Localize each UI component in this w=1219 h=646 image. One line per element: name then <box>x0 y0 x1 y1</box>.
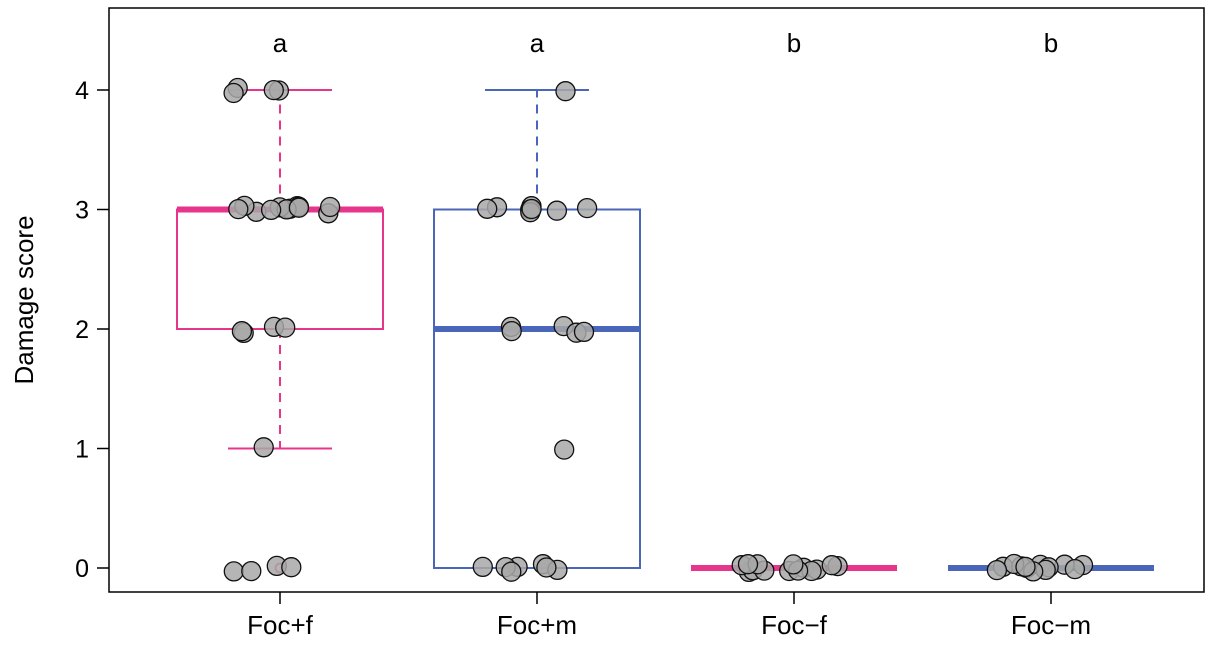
data-point <box>501 561 522 582</box>
x-tick-label: Foc+m <box>497 610 577 640</box>
box-body <box>433 208 641 569</box>
data-point <box>521 198 542 220</box>
data-point <box>986 559 1008 581</box>
data-points <box>731 554 848 583</box>
y-tick-label: 2 <box>75 316 89 344</box>
data-point <box>576 197 598 219</box>
data-point <box>783 554 804 575</box>
data-point <box>223 561 244 582</box>
data-point <box>555 81 576 102</box>
axis-layer: 0 1 2 3 4 Foc+f Foc+m Foc−f Foc−m <box>75 77 1091 640</box>
significance-letter: b <box>787 28 801 58</box>
box-layer <box>176 89 1154 574</box>
data-point <box>263 79 284 101</box>
data-point <box>241 560 262 582</box>
data-point <box>546 200 568 221</box>
data-point <box>228 198 249 220</box>
data-point <box>288 197 310 218</box>
data-point <box>536 557 557 578</box>
data-point <box>260 199 282 221</box>
plot-frame <box>108 7 1205 593</box>
significance-letter: a <box>273 28 288 58</box>
data-point <box>281 557 302 578</box>
data-points <box>472 81 598 582</box>
y-tick-label: 1 <box>75 436 89 464</box>
data-point <box>573 321 595 343</box>
data-point <box>477 198 498 219</box>
y-axis-label: Damage score <box>9 215 39 384</box>
data-point <box>275 317 296 338</box>
data-point <box>501 320 522 342</box>
plot-border <box>108 7 1205 593</box>
data-point <box>737 554 759 575</box>
y-tick-label: 0 <box>75 555 89 583</box>
box-group <box>433 89 641 569</box>
data-point <box>253 437 274 458</box>
data-point <box>1064 558 1086 580</box>
box-body <box>176 208 384 330</box>
data-point <box>223 82 244 104</box>
data-point <box>554 439 575 460</box>
x-tick-label: Foc+f <box>247 610 314 640</box>
significance-letter: b <box>1044 28 1058 58</box>
significance-letter: a <box>530 28 545 58</box>
x-tick-label: Foc−m <box>1011 610 1091 640</box>
data-point <box>231 321 253 342</box>
data-point <box>1015 556 1036 578</box>
y-tick-label: 3 <box>75 197 89 225</box>
x-tick-label: Foc−f <box>761 610 828 640</box>
y-tick-label: 4 <box>75 77 89 105</box>
data-point <box>821 555 842 576</box>
data-point <box>472 556 493 578</box>
data-point <box>319 196 341 218</box>
data-points <box>223 77 341 582</box>
point-layer <box>223 77 1094 583</box>
data-points <box>986 553 1094 582</box>
